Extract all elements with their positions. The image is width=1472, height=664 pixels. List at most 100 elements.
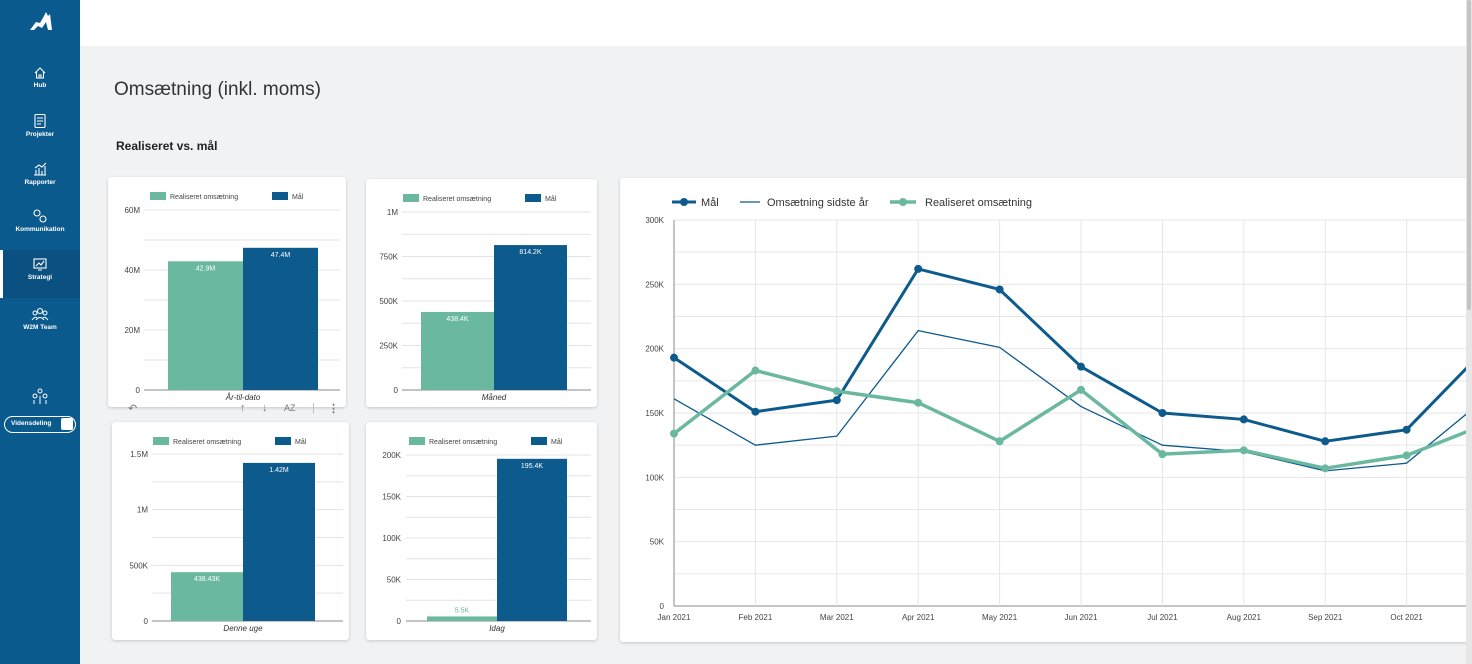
data-point — [1402, 425, 1411, 434]
legend-label: Mål — [701, 197, 719, 209]
arrow-down-icon[interactable]: ↓ — [262, 402, 268, 414]
series-line-1 — [673, 330, 1472, 472]
legend-marker-maal — [680, 198, 688, 206]
scrollbar-thumb[interactable] — [1467, 0, 1471, 310]
bar-chart-card-month: Realiseret omsætning Mål 0 250K 500K 750K 1M 43… — [366, 179, 597, 407]
data-point — [751, 407, 760, 416]
bar-data-label: 47.4M — [271, 252, 291, 259]
bar-chart-week: Realiseret omsætning Mål 0 500K 1M 1.5M 438.43… — [129, 437, 343, 633]
sidebar-item-label: Hub — [33, 82, 47, 89]
legend-marker-realiseret — [899, 198, 907, 206]
data-point — [914, 264, 923, 273]
undo-icon[interactable]: ↶ — [128, 403, 138, 415]
bar-realiseret — [168, 261, 243, 390]
bar-chart-card-week: Realiseret omsætning Mål 0 500K 1M 1.5M 438.43… — [112, 422, 349, 640]
sidebar-item-strategi[interactable]: Strategi — [0, 250, 80, 298]
y-tick-label: 200K — [382, 451, 401, 460]
x-tick-label: Jun 2021 — [1065, 613, 1098, 622]
sort-button[interactable]: AZ — [284, 403, 296, 413]
sidebar-item-label: Projekter — [25, 131, 55, 138]
y-tick-label: 300K — [645, 216, 664, 225]
data-point — [1321, 437, 1330, 446]
y-tick-label: 1.5M — [130, 450, 148, 459]
y-tick-label: 1M — [387, 208, 398, 217]
arrow-up-icon[interactable]: ↑ — [240, 402, 246, 414]
y-tick-label: 250K — [645, 280, 664, 289]
legend-label: Mål — [292, 193, 304, 201]
top-bar — [80, 0, 1472, 46]
legend-label: Mål — [551, 438, 563, 446]
sidebar-item-network[interactable] — [0, 388, 80, 408]
data-point — [1077, 362, 1085, 371]
bar-chart-ytd: Realiseret omsætning Mål 0 20M 40M 60M 42.9M 47… — [124, 192, 340, 402]
data-point — [751, 366, 760, 375]
legend-label: Realiseret omsætning — [925, 197, 1032, 209]
sidebar-item-hub[interactable]: Hub — [0, 66, 80, 96]
x-tick-label: Apr 2021 — [902, 613, 935, 622]
y-tick-label: 0 — [660, 602, 665, 611]
y-tick-label: 0 — [394, 386, 399, 395]
x-tick-label: Jul 2021 — [1147, 613, 1178, 622]
section-title: Realiseret vs. mål — [116, 139, 218, 153]
legend-label: Realiseret omsætning — [423, 196, 491, 203]
y-tick-label: 100K — [645, 473, 664, 482]
x-tick-label: Jan 2021 — [658, 613, 691, 622]
page-title: Omsætning (inkl. moms) — [114, 79, 321, 100]
sidebar-item-label: Rapporter — [24, 179, 56, 186]
vidensdeling-toggle[interactable]: Vidensdeling — [4, 416, 76, 433]
line-chart-card: 0 50K 100K 150K 200K 250K 300K Jan 2021 Feb 2021… — [620, 178, 1472, 642]
bar-maal — [243, 462, 315, 621]
sidebar: Hub Projekter Rapporter Kommunikation St… — [0, 0, 80, 664]
legend-swatch-maal — [525, 194, 541, 202]
legend-swatch-realiseret — [150, 192, 166, 200]
team-icon — [31, 307, 49, 321]
bar-chart-card-ytd: Realiseret omsætning Mål 0 20M 40M 60M 42.9M 47… — [108, 177, 346, 407]
more-options-icon[interactable]: ⋮ — [328, 403, 339, 415]
sidebar-item-kommunikation[interactable]: Kommunikation — [0, 208, 80, 238]
y-tick-label: 250K — [379, 342, 398, 351]
legend-swatch-realiseret — [153, 437, 169, 445]
y-tick-label: 500K — [129, 561, 148, 570]
y-tick-label: 60M — [124, 206, 140, 215]
scrollbar[interactable] — [1466, 0, 1472, 664]
bar-data-label: 814.2K — [519, 249, 542, 256]
data-point — [914, 398, 923, 407]
y-tick-label: 500K — [379, 297, 398, 306]
bar-data-label: 5.5K — [455, 607, 470, 614]
y-tick-label: 0 — [397, 617, 402, 626]
x-axis-label: Denne uge — [223, 624, 263, 633]
legend-label: Realiseret omsætning — [170, 194, 238, 201]
people-network-icon — [32, 388, 48, 404]
chart-icon — [34, 162, 47, 176]
y-tick-label: 150K — [382, 493, 401, 502]
bar-data-label: 195.4K — [521, 463, 544, 470]
data-point — [1321, 464, 1330, 473]
data-point — [832, 396, 841, 405]
legend-swatch-maal — [275, 437, 291, 445]
logo-icon — [30, 12, 52, 30]
y-tick-label: 50K — [387, 576, 402, 585]
bar-chart-month: Realiseret omsætning Mål 0 250K 500K 750K 1M 43… — [379, 194, 591, 402]
legend-swatch-realiseret — [409, 437, 425, 445]
bar-maal — [243, 247, 318, 390]
y-tick-label: 750K — [379, 253, 398, 262]
bar-data-label: 438.4K — [446, 316, 469, 323]
legend-swatch-realiseret — [403, 194, 419, 202]
y-tick-label: 150K — [645, 409, 664, 418]
y-tick-label: 20M — [124, 326, 140, 335]
sidebar-item-rapporter[interactable]: Rapporter — [0, 161, 80, 191]
legend-label: Mål — [295, 438, 307, 446]
sidebar-item-projekter[interactable]: Projekter — [0, 113, 80, 143]
data-point — [995, 285, 1004, 294]
sidebar-item-label: Kommunikation — [15, 226, 65, 233]
clipboard-icon — [34, 113, 46, 129]
x-tick-label: Feb 2021 — [738, 613, 772, 622]
toggle-knob — [61, 418, 73, 430]
legend-swatch-maal — [272, 192, 288, 200]
data-point — [832, 387, 841, 396]
sidebar-item-w2m-team[interactable]: W2M Team — [0, 306, 80, 336]
sidebar-item-label: Strategi — [27, 274, 53, 281]
x-tick-label: Sep 2021 — [1308, 613, 1343, 622]
y-tick-label: 100K — [382, 534, 401, 543]
bar-realiseret — [171, 572, 243, 621]
